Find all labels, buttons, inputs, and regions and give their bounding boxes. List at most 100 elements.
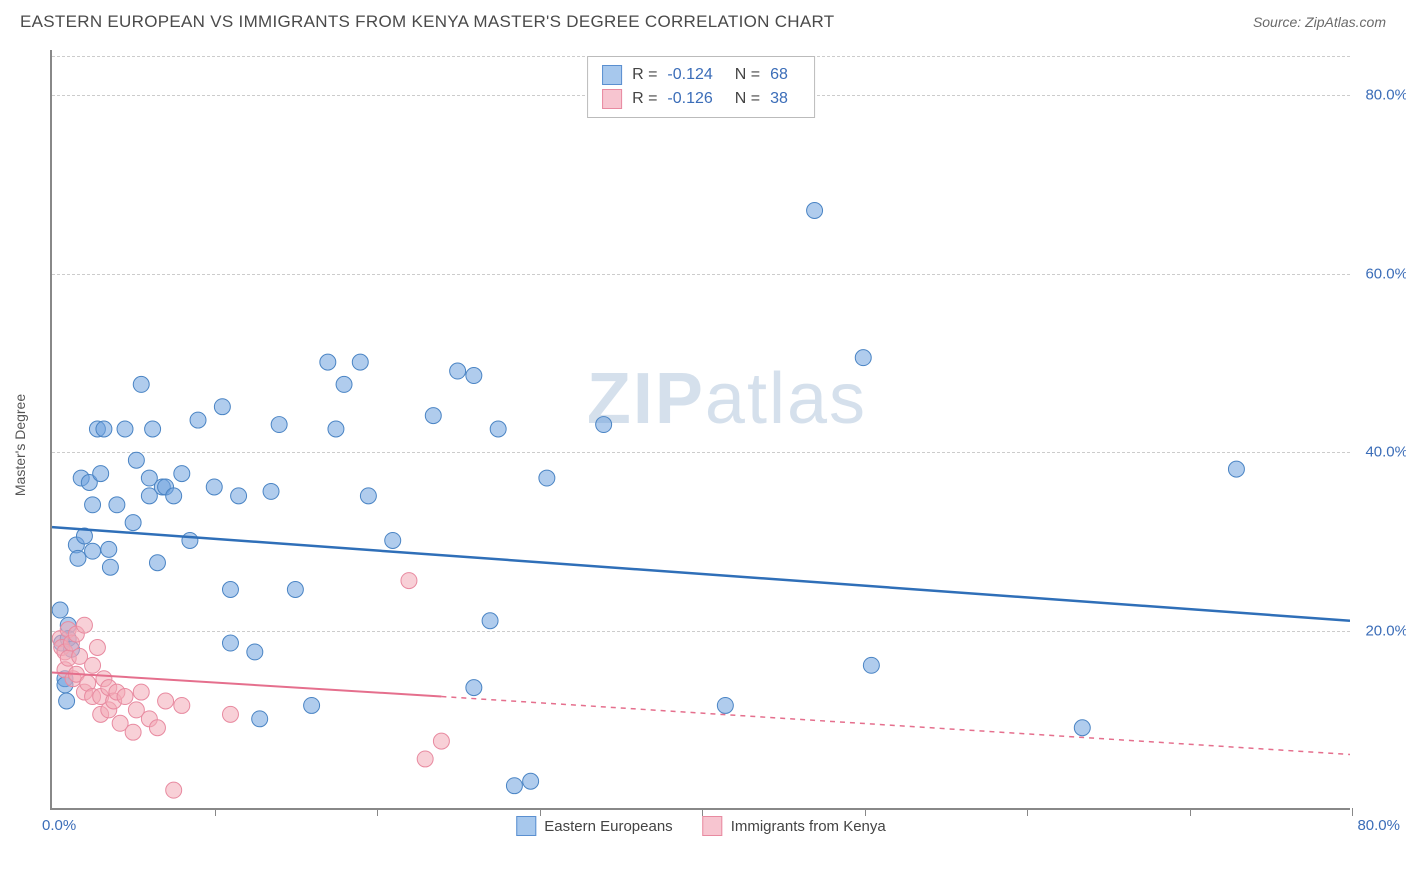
legend-row-series-0: R = -0.124 N = 68 [602, 63, 800, 87]
scatter-point [109, 497, 125, 513]
scatter-point [287, 582, 303, 598]
scatter-point [807, 203, 823, 219]
scatter-point [214, 399, 230, 415]
plot-box: ZIPatlas R = -0.124 N = 68 R = -0.126 N … [50, 50, 1350, 810]
y-tick-label: 60.0% [1365, 265, 1406, 282]
scatter-point [433, 733, 449, 749]
scatter-point [401, 573, 417, 589]
scatter-point [125, 724, 141, 740]
scatter-point [128, 452, 144, 468]
n-label: N = [735, 90, 760, 108]
r-label: R = [632, 90, 657, 108]
swatch-blue-icon [602, 65, 622, 85]
scatter-point [1074, 720, 1090, 736]
scatter-point [336, 376, 352, 392]
legend-item-0: Eastern Europeans [516, 816, 672, 836]
scatter-point [466, 368, 482, 384]
scatter-point [855, 350, 871, 366]
scatter-point [206, 479, 222, 495]
x-tick [377, 808, 378, 816]
scatter-point [85, 657, 101, 673]
source-attribution: Source: ZipAtlas.com [1253, 14, 1386, 30]
scatter-point [158, 693, 174, 709]
scatter-point [117, 421, 133, 437]
scatter-point [523, 773, 539, 789]
scatter-point [304, 697, 320, 713]
scatter-point [506, 778, 522, 794]
scatter-point [482, 613, 498, 629]
scatter-point [166, 782, 182, 798]
scatter-point [450, 363, 466, 379]
scatter-point [70, 550, 86, 566]
scatter-point [385, 532, 401, 548]
scatter-point [352, 354, 368, 370]
scatter-point [174, 466, 190, 482]
swatch-blue-icon [516, 816, 536, 836]
r-label: R = [632, 66, 657, 84]
scatter-point [166, 488, 182, 504]
scatter-point [717, 697, 733, 713]
legend-series: Eastern Europeans Immigrants from Kenya [516, 816, 885, 836]
scatter-point [149, 555, 165, 571]
scatter-point [101, 541, 117, 557]
series-name-1: Immigrants from Kenya [731, 818, 886, 835]
scatter-point [125, 515, 141, 531]
scatter-point [1228, 461, 1244, 477]
swatch-pink-icon [703, 816, 723, 836]
y-tick-label: 80.0% [1365, 86, 1406, 103]
scatter-point [417, 751, 433, 767]
scatter-point [85, 543, 101, 559]
scatter-point [425, 408, 441, 424]
y-axis-title: Master's Degree [12, 394, 28, 496]
scatter-point [328, 421, 344, 437]
legend-item-1: Immigrants from Kenya [703, 816, 886, 836]
scatter-point [247, 644, 263, 660]
legend-row-series-1: R = -0.126 N = 38 [602, 87, 800, 111]
r-value-1: -0.126 [667, 90, 712, 108]
scatter-point [52, 602, 68, 618]
x-max-label: 80.0% [1357, 817, 1400, 834]
trend-line-dashed [441, 697, 1350, 755]
title-bar: EASTERN EUROPEAN VS IMMIGRANTS FROM KENY… [0, 0, 1406, 40]
scatter-point [93, 466, 109, 482]
scatter-point [863, 657, 879, 673]
scatter-point [102, 559, 118, 575]
scatter-point [222, 635, 238, 651]
scatter-point [174, 697, 190, 713]
scatter-point [222, 582, 238, 598]
swatch-pink-icon [602, 89, 622, 109]
chart-title: EASTERN EUROPEAN VS IMMIGRANTS FROM KENY… [20, 12, 834, 32]
legend-correlation: R = -0.124 N = 68 R = -0.126 N = 38 [587, 56, 815, 118]
n-value-1: 38 [770, 90, 788, 108]
trend-line [52, 527, 1350, 621]
scatter-point [89, 640, 105, 656]
x-tick [702, 808, 703, 816]
scatter-point [231, 488, 247, 504]
r-value-0: -0.124 [667, 66, 712, 84]
scatter-point [59, 693, 75, 709]
scatter-point [360, 488, 376, 504]
scatter-point [149, 720, 165, 736]
scatter-point [320, 354, 336, 370]
scatter-point [222, 706, 238, 722]
scatter-point [271, 417, 287, 433]
x-tick [1352, 808, 1353, 816]
scatter-point [263, 483, 279, 499]
scatter-point [145, 421, 161, 437]
chart-area: Master's Degree ZIPatlas R = -0.124 N = … [50, 50, 1390, 840]
x-tick [865, 808, 866, 816]
scatter-point [117, 689, 133, 705]
scatter-point [466, 680, 482, 696]
n-value-0: 68 [770, 66, 788, 84]
n-label: N = [735, 66, 760, 84]
scatter-point [539, 470, 555, 486]
scatter-point [96, 421, 112, 437]
y-tick-label: 20.0% [1365, 623, 1406, 640]
y-tick-label: 40.0% [1365, 444, 1406, 461]
scatter-point [490, 421, 506, 437]
scatter-point [85, 497, 101, 513]
scatter-point [133, 376, 149, 392]
x-tick [1190, 808, 1191, 816]
scatter-point [76, 617, 92, 633]
scatter-point [133, 684, 149, 700]
